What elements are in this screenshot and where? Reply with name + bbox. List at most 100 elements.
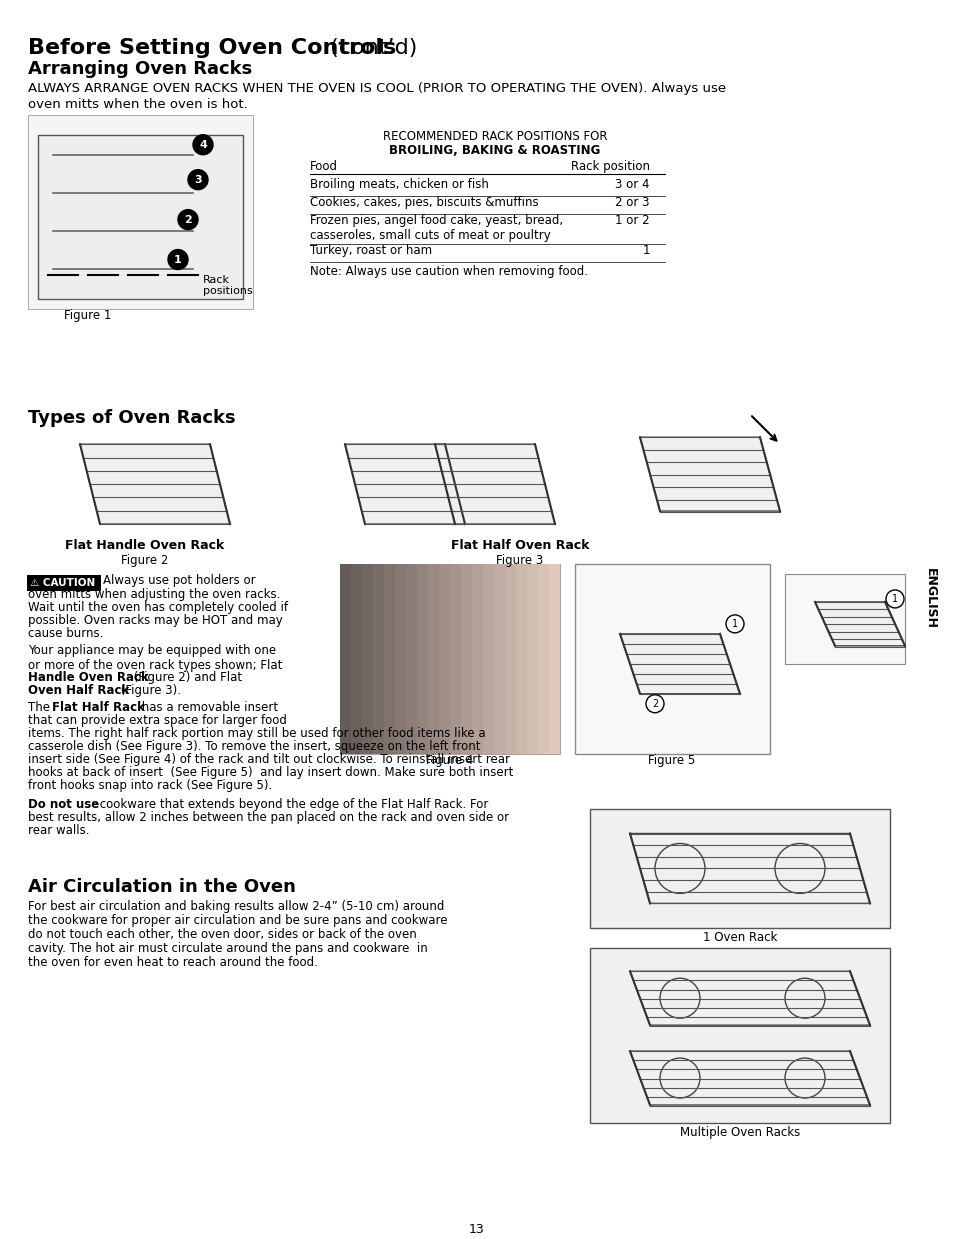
Text: casserole dish (See Figure 3). To remove the insert, squeeze on the left front: casserole dish (See Figure 3). To remove… (28, 740, 480, 752)
Text: 2: 2 (651, 699, 658, 709)
Polygon shape (629, 834, 869, 903)
Text: Figure 3: Figure 3 (496, 554, 543, 567)
Text: 1: 1 (731, 618, 738, 629)
Bar (373, 564, 384, 753)
Text: 2: 2 (184, 214, 192, 224)
Polygon shape (619, 634, 740, 694)
Circle shape (188, 170, 208, 190)
Text: The: The (28, 701, 53, 714)
Circle shape (168, 249, 188, 270)
Text: 13: 13 (469, 1223, 484, 1235)
Text: ⚠ CAUTION: ⚠ CAUTION (30, 577, 95, 589)
Bar (589, 948, 889, 1123)
Text: Flat Half Oven Rack: Flat Half Oven Rack (450, 539, 589, 553)
Bar (38, 135, 243, 300)
Text: hooks at back of insert  (See Figure 5)  and lay insert down. Make sure both ins: hooks at back of insert (See Figure 5) a… (28, 766, 513, 778)
Text: best results, allow 2 inches between the pan placed on the rack and oven side or: best results, allow 2 inches between the… (28, 810, 509, 824)
Polygon shape (629, 1051, 869, 1105)
Text: 1: 1 (641, 244, 649, 256)
Text: Figure 4: Figure 4 (426, 753, 474, 767)
Text: Broiling meats, chicken or fish: Broiling meats, chicken or fish (310, 177, 488, 191)
Bar (406, 564, 416, 753)
Bar (494, 564, 504, 753)
Text: has a removable insert: has a removable insert (138, 701, 278, 714)
Text: Figure 1: Figure 1 (64, 310, 112, 322)
Polygon shape (80, 445, 230, 524)
Text: Arranging Oven Racks: Arranging Oven Racks (28, 59, 252, 78)
Bar (537, 564, 548, 753)
Bar (450, 564, 460, 753)
Bar (516, 564, 526, 753)
Text: oven mitts when adjusting the oven racks.: oven mitts when adjusting the oven racks… (28, 589, 280, 601)
Bar (395, 564, 406, 753)
Circle shape (645, 695, 663, 712)
Text: BROILING, BAKING & ROASTING: BROILING, BAKING & ROASTING (389, 144, 600, 157)
Bar (438, 564, 450, 753)
Text: cookware that extends beyond the edge of the Flat Half Rack. For: cookware that extends beyond the edge of… (96, 798, 488, 810)
Text: Flat Half Rack: Flat Half Rack (52, 701, 145, 714)
Bar (361, 564, 373, 753)
Bar (526, 564, 537, 753)
Text: Rack position: Rack position (571, 160, 649, 172)
Text: (cont’d): (cont’d) (323, 38, 416, 58)
Text: possible. Oven racks may be HOT and may: possible. Oven racks may be HOT and may (28, 613, 282, 627)
Text: Cookies, cakes, pies, biscuits &muffins: Cookies, cakes, pies, biscuits &muffins (310, 196, 538, 208)
Bar (504, 564, 516, 753)
Bar (460, 564, 472, 753)
Text: 1 or 2: 1 or 2 (615, 213, 649, 227)
Text: Multiple Oven Racks: Multiple Oven Racks (679, 1126, 800, 1139)
Text: ALWAYS ARRANGE OVEN RACKS WHEN THE OVEN IS COOL (PRIOR TO OPERATING THE OVEN). A: ALWAYS ARRANGE OVEN RACKS WHEN THE OVEN … (28, 82, 725, 95)
Text: 3 or 4: 3 or 4 (615, 177, 649, 191)
Bar (575, 564, 769, 753)
Circle shape (885, 590, 903, 608)
Bar (339, 564, 351, 753)
Text: the cookware for proper air circulation and be sure pans and cookware: the cookware for proper air circulation … (28, 914, 447, 927)
Circle shape (193, 135, 213, 155)
Text: 1: 1 (174, 254, 182, 265)
Text: Figure 5: Figure 5 (648, 753, 695, 767)
Text: Your appliance may be equipped with one
or more of the oven rack types shown; Fl: Your appliance may be equipped with one … (28, 644, 282, 672)
Text: insert side (See Figure 4) of the rack and tilt out clockwise. To reinstall inse: insert side (See Figure 4) of the rack a… (28, 752, 510, 766)
Text: (Figure 3).: (Figure 3). (117, 684, 181, 696)
Text: Food: Food (310, 160, 337, 172)
Bar (784, 574, 904, 664)
Text: 1 Oven Rack: 1 Oven Rack (702, 932, 777, 944)
Text: Oven Half Rack: Oven Half Rack (28, 684, 129, 696)
Text: Turkey, roast or ham: Turkey, roast or ham (310, 244, 432, 256)
Text: Figure 2: Figure 2 (121, 554, 169, 567)
Text: Frozen pies, angel food cake, yeast, bread,
casseroles, small cuts of meat or po: Frozen pies, angel food cake, yeast, bre… (310, 213, 562, 242)
Bar (482, 564, 494, 753)
Text: Note: Always use caution when removing food.: Note: Always use caution when removing f… (310, 264, 587, 278)
Bar (351, 564, 361, 753)
Bar (339, 564, 559, 753)
Text: Flat Handle Oven Rack: Flat Handle Oven Rack (66, 539, 224, 553)
Bar (472, 564, 482, 753)
Polygon shape (345, 445, 464, 524)
FancyBboxPatch shape (28, 115, 253, 310)
Text: the oven for even heat to reach around the food.: the oven for even heat to reach around t… (28, 957, 317, 969)
Text: that can provide extra space for larger food: that can provide extra space for larger … (28, 714, 287, 727)
Bar (589, 809, 889, 928)
Bar (384, 564, 395, 753)
Text: cause burns.: cause burns. (28, 627, 103, 639)
Bar (548, 564, 559, 753)
Text: RECOMMENDED RACK POSITIONS FOR: RECOMMENDED RACK POSITIONS FOR (382, 130, 607, 142)
Text: For best air circulation and baking results allow 2-4” (5-10 cm) around: For best air circulation and baking resu… (28, 901, 444, 913)
Text: Always use pot holders or: Always use pot holders or (103, 574, 255, 587)
Text: oven mitts when the oven is hot.: oven mitts when the oven is hot. (28, 98, 248, 110)
Polygon shape (814, 602, 904, 646)
Text: 3: 3 (194, 175, 202, 185)
Text: rear walls.: rear walls. (28, 824, 90, 836)
Text: (Figure 2) and Flat: (Figure 2) and Flat (130, 670, 242, 684)
Text: Wait until the oven has completely cooled if: Wait until the oven has completely coole… (28, 601, 288, 613)
Polygon shape (629, 971, 869, 1025)
Text: items. The right half rack portion may still be used for other food items like a: items. The right half rack portion may s… (28, 727, 485, 740)
Text: 2 or 3: 2 or 3 (615, 196, 649, 208)
Bar (416, 564, 428, 753)
Text: 1: 1 (891, 593, 897, 603)
Text: front hooks snap into rack (See Figure 5).: front hooks snap into rack (See Figure 5… (28, 778, 272, 792)
Text: 4: 4 (199, 140, 207, 150)
Circle shape (178, 209, 198, 229)
Text: Before Setting Oven Controls: Before Setting Oven Controls (28, 38, 395, 58)
FancyBboxPatch shape (27, 575, 101, 591)
